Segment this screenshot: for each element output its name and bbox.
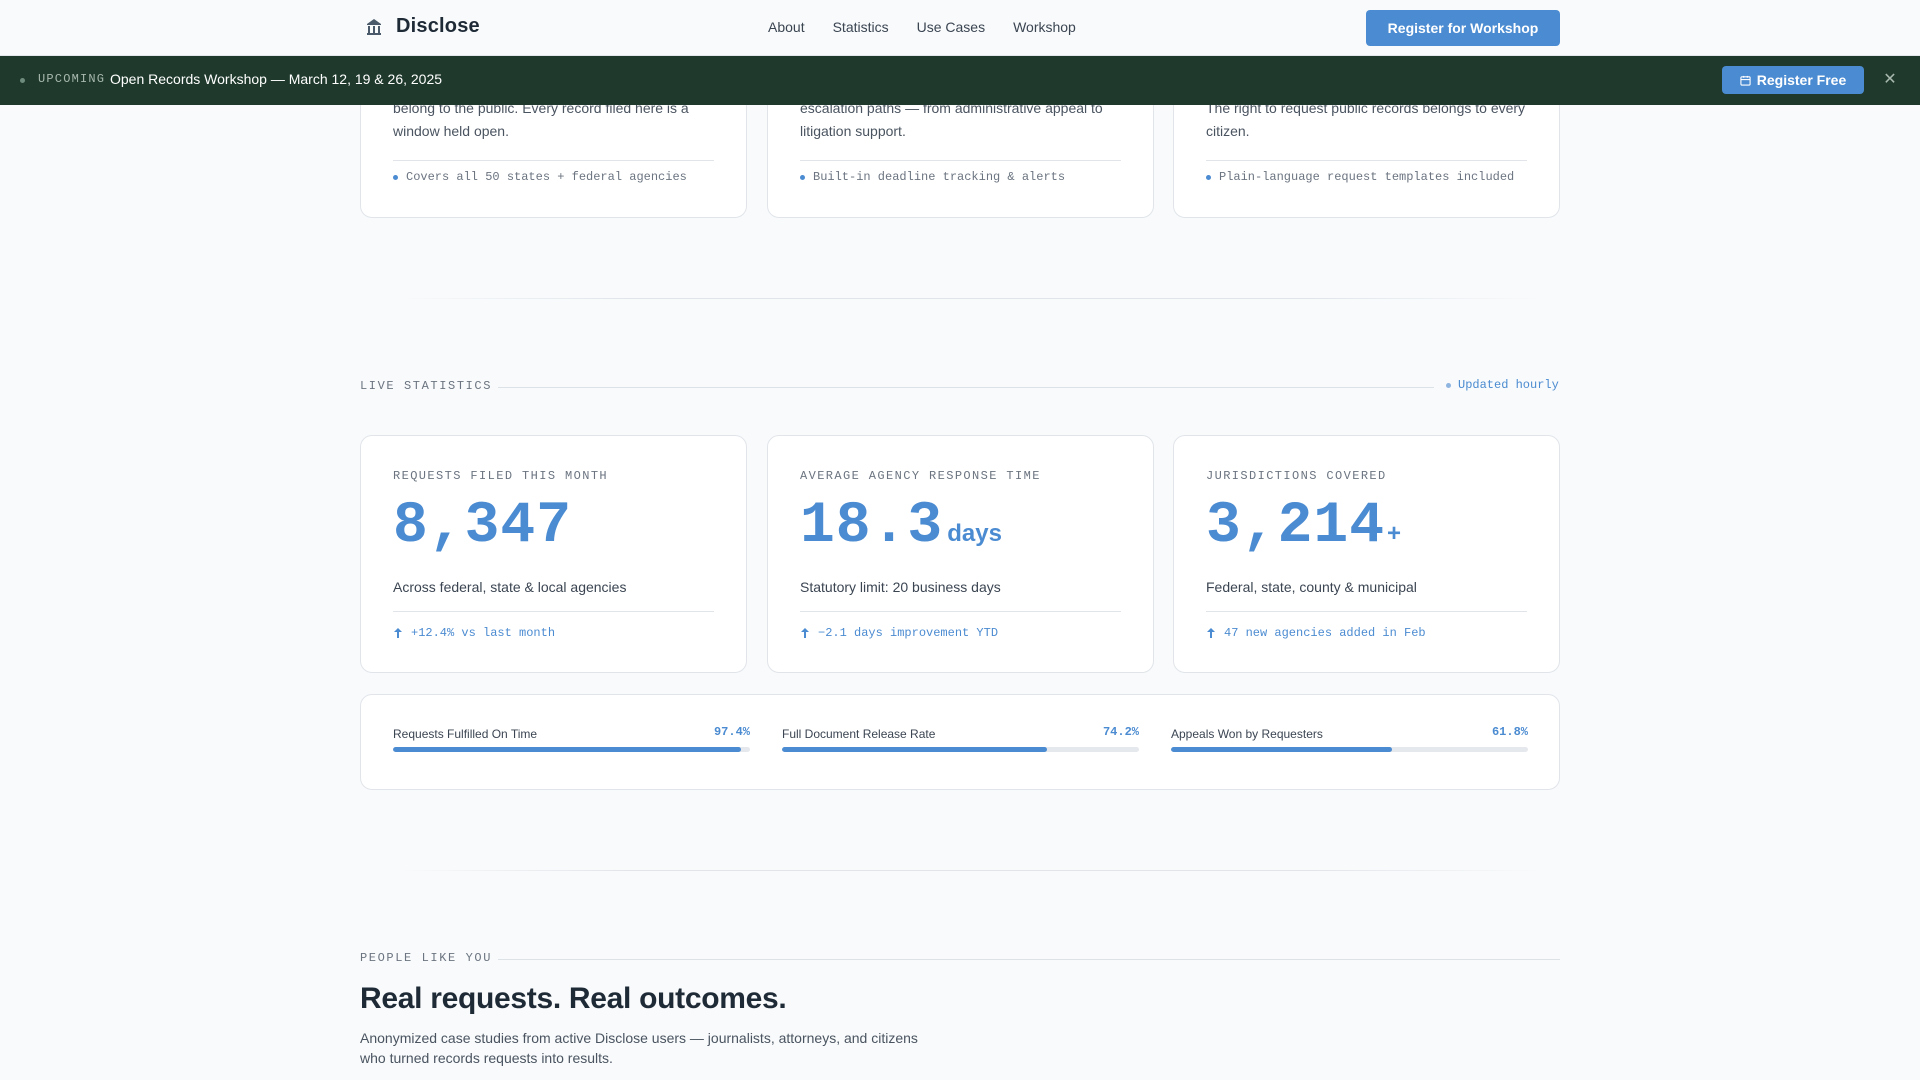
progress-fill	[393, 747, 741, 752]
progress-value: 61.8%	[1491, 725, 1528, 739]
bullet-dot-icon	[800, 174, 805, 180]
updated-text: Updated hourly	[1458, 378, 1559, 392]
stat-trend-text: −2.1 days improvement YTD	[818, 626, 999, 640]
stat-trend-text: +12.4% vs last month	[411, 626, 556, 640]
stat-card-value: 3,214 +	[1206, 494, 1401, 559]
section-lede: Anonymized case studies from active Disc…	[360, 1030, 918, 1066]
arrow-up-icon	[1207, 628, 1215, 638]
bullet-dot-icon	[1206, 174, 1211, 180]
banner-text: Open Records Workshop — March 12, 19 & 2…	[110, 71, 443, 87]
building-icon	[367, 18, 381, 35]
progress-label: Appeals Won by Requesters	[1171, 727, 1323, 741]
register-workshop-button[interactable]: Register for Workshop	[1366, 10, 1560, 46]
progress-panel: Requests Fulfilled On Time 97.4% Full Do…	[360, 694, 1560, 790]
nav-link-statistics[interactable]: Statistics	[832, 19, 889, 35]
stat-card-value: 8,347	[393, 494, 572, 559]
feature-card-note-text: Plain-language request templates include…	[1219, 170, 1515, 184]
register-free-label: Register Free	[1756, 72, 1847, 88]
brand-logo[interactable]: Disclose	[364, 15, 480, 38]
stat-card-response-time: AVERAGE AGENCY RESPONSE TIME 18.3 days S…	[767, 435, 1154, 673]
section-label-people-like-you: PEOPLE LIKE YOU	[360, 951, 493, 965]
stat-card-jurisdictions: JURISDICTIONS COVERED 3,214 + Federal, s…	[1173, 435, 1560, 673]
progress-value: 74.2%	[1102, 725, 1139, 739]
feature-card-divider	[393, 160, 714, 161]
nav-links: About Statistics Use Cases Workshop	[768, 19, 1076, 35]
stat-card-label: JURISDICTIONS COVERED	[1206, 469, 1387, 483]
stat-suffix: +	[1387, 520, 1402, 547]
nav-link-use-cases[interactable]: Use Cases	[916, 19, 986, 35]
feature-card-note: Built-in deadline tracking & alerts	[800, 170, 1065, 184]
stat-card-description: Across federal, state & local agencies	[393, 579, 627, 595]
banner-tag: UPCOMING	[38, 72, 106, 86]
register-free-button[interactable]: Register Free	[1722, 66, 1864, 94]
section-divider	[400, 298, 1540, 299]
status-dot-icon	[20, 78, 25, 83]
stat-card-divider	[393, 611, 714, 612]
section-label-live-statistics: LIVE STATISTICS	[360, 379, 493, 393]
progress-label: Full Document Release Rate	[782, 727, 936, 741]
updated-indicator: Updated hourly	[1446, 378, 1559, 392]
stat-number: 8,347	[393, 494, 573, 559]
feature-card-note-text: Built-in deadline tracking & alerts	[813, 170, 1066, 184]
stat-card-trend: 47 new agencies added in Feb	[1206, 626, 1426, 640]
progress-track	[1171, 747, 1528, 752]
stat-card-divider	[800, 611, 1121, 612]
bullet-dot-icon	[393, 174, 398, 180]
stat-card-divider	[1206, 611, 1527, 612]
stat-card-description: Statutory limit: 20 business days	[800, 579, 1001, 595]
stat-card-trend: +12.4% vs last month	[393, 626, 555, 640]
stat-number: 18.3	[800, 494, 944, 559]
section-divider	[400, 870, 1540, 871]
feature-card-divider	[1206, 160, 1527, 161]
arrow-up-icon	[801, 628, 809, 638]
feature-card-note-text: Covers all 50 states + federal agencies	[406, 170, 687, 184]
progress-fill	[1171, 747, 1392, 752]
announcement-banner: UPCOMING Open Records Workshop — March 1…	[0, 56, 1920, 105]
progress-label: Requests Fulfilled On Time	[393, 727, 538, 741]
feature-card-note: Plain-language request templates include…	[1206, 170, 1514, 184]
progress-value: 97.4%	[713, 725, 750, 739]
live-dot-icon	[1446, 382, 1451, 388]
stat-card-description: Federal, state, county & municipal	[1206, 579, 1417, 595]
stat-unit: days	[947, 520, 1002, 547]
stat-card-value: 18.3 days	[800, 494, 1002, 559]
section-title: Real requests. Real outcomes.	[360, 982, 787, 1015]
feature-card-note: Covers all 50 states + federal agencies	[393, 170, 687, 184]
nav-link-workshop[interactable]: Workshop	[1013, 19, 1076, 35]
stat-number: 3,214	[1206, 494, 1386, 559]
arrow-up-icon	[394, 628, 402, 638]
feature-card-divider	[800, 160, 1121, 161]
section-label-line	[498, 959, 1560, 960]
section-label-line	[498, 387, 1434, 388]
stat-card-requests-filed: REQUESTS FILED THIS MONTH 8,347 Across f…	[360, 435, 747, 673]
nav-link-about[interactable]: About	[768, 19, 805, 35]
stat-card-trend: −2.1 days improvement YTD	[800, 626, 998, 640]
progress-fill	[782, 747, 1047, 752]
stat-card-label: AVERAGE AGENCY RESPONSE TIME	[800, 469, 1041, 483]
top-navigation: Disclose About Statistics Use Cases Work…	[0, 0, 1920, 56]
brand-name: Disclose	[396, 15, 480, 37]
progress-track	[393, 747, 750, 752]
calendar-icon	[1740, 75, 1751, 86]
progress-track	[782, 747, 1139, 752]
stat-card-label: REQUESTS FILED THIS MONTH	[393, 469, 609, 483]
close-icon[interactable]: ✕	[1883, 71, 1897, 88]
stat-trend-text: 47 new agencies added in Feb	[1224, 626, 1426, 640]
